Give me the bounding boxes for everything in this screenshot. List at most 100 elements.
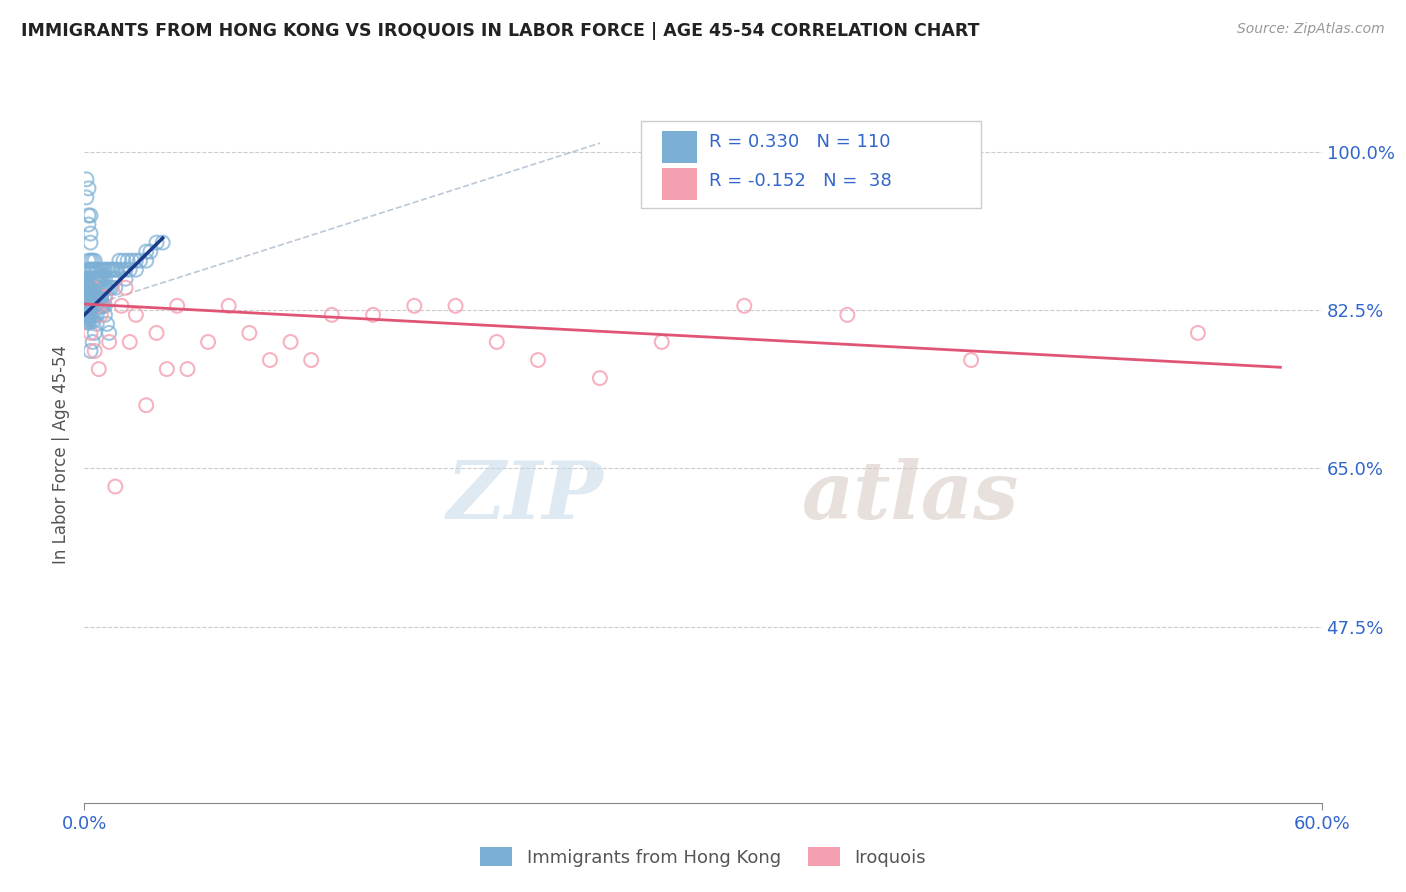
Point — [75, 285, 97, 300]
Point — [135, 253, 157, 268]
Point — [86, 290, 108, 304]
Point — [79, 271, 101, 285]
Point — [77, 283, 100, 297]
Point — [485, 334, 508, 349]
Point — [90, 262, 112, 277]
Point — [82, 295, 104, 310]
Point — [87, 271, 110, 285]
Point — [104, 271, 127, 285]
Point — [176, 362, 198, 376]
Point — [76, 302, 98, 317]
Point — [82, 281, 104, 295]
Point — [94, 271, 117, 285]
Point — [86, 299, 108, 313]
Point — [77, 209, 100, 223]
Point — [135, 244, 157, 259]
Point — [76, 271, 98, 285]
Point — [79, 227, 101, 241]
Point — [105, 262, 128, 277]
Point — [90, 281, 112, 295]
Point — [91, 299, 114, 313]
Point — [98, 281, 121, 295]
Point — [75, 278, 97, 293]
Point — [77, 308, 100, 322]
Point — [100, 281, 122, 295]
Point — [82, 271, 104, 285]
Point — [104, 479, 127, 493]
Point — [76, 307, 98, 321]
Point — [75, 172, 97, 186]
Point — [83, 271, 105, 285]
Point — [82, 262, 104, 277]
Point — [98, 334, 121, 349]
Point — [94, 290, 117, 304]
Point — [87, 262, 110, 277]
Point — [90, 291, 112, 305]
Point — [82, 308, 104, 322]
Point — [361, 308, 384, 322]
Point — [83, 326, 105, 340]
Point — [75, 302, 97, 317]
Point — [83, 308, 105, 322]
Point — [79, 299, 101, 313]
Point — [94, 290, 117, 304]
Point — [94, 290, 117, 304]
Point — [90, 299, 112, 313]
Point — [77, 181, 100, 195]
Text: ZIP: ZIP — [447, 458, 605, 535]
Point — [527, 353, 550, 368]
Point — [86, 262, 108, 277]
Point — [77, 290, 100, 304]
Point — [98, 262, 121, 277]
Point — [114, 271, 136, 285]
Point — [79, 281, 101, 295]
Point — [90, 299, 112, 313]
Point — [75, 309, 97, 323]
Point — [87, 281, 110, 295]
Point — [77, 299, 100, 313]
Point — [733, 299, 755, 313]
Point — [83, 287, 105, 301]
Point — [76, 298, 98, 312]
Point — [80, 303, 103, 318]
Point — [259, 353, 281, 368]
Point — [76, 293, 98, 308]
Point — [129, 253, 152, 268]
Legend: Immigrants from Hong Kong, Iroquois: Immigrants from Hong Kong, Iroquois — [472, 840, 934, 874]
Point — [86, 271, 108, 285]
Point — [837, 308, 859, 322]
Point — [86, 262, 108, 277]
Point — [83, 281, 105, 295]
Point — [87, 290, 110, 304]
FancyBboxPatch shape — [641, 121, 981, 208]
Point — [125, 308, 148, 322]
Point — [77, 271, 100, 285]
Point — [103, 271, 125, 285]
Point — [75, 293, 97, 307]
Point — [79, 253, 101, 268]
Point — [79, 308, 101, 322]
Point — [145, 235, 167, 250]
Point — [82, 290, 104, 304]
Point — [96, 281, 118, 295]
Point — [79, 344, 101, 359]
Point — [103, 262, 125, 277]
Point — [238, 326, 260, 340]
Point — [444, 299, 467, 313]
Point — [83, 283, 105, 297]
Point — [76, 289, 98, 303]
Text: atlas: atlas — [801, 458, 1019, 535]
Point — [82, 262, 104, 277]
Point — [76, 298, 98, 312]
Point — [404, 299, 426, 313]
Point — [77, 290, 100, 304]
Point — [79, 281, 101, 295]
Point — [145, 326, 167, 340]
Point — [94, 281, 117, 295]
Point — [91, 281, 114, 295]
Point — [86, 317, 108, 331]
Point — [94, 299, 117, 313]
Point — [321, 308, 343, 322]
Point — [82, 253, 104, 268]
Point — [77, 299, 100, 313]
